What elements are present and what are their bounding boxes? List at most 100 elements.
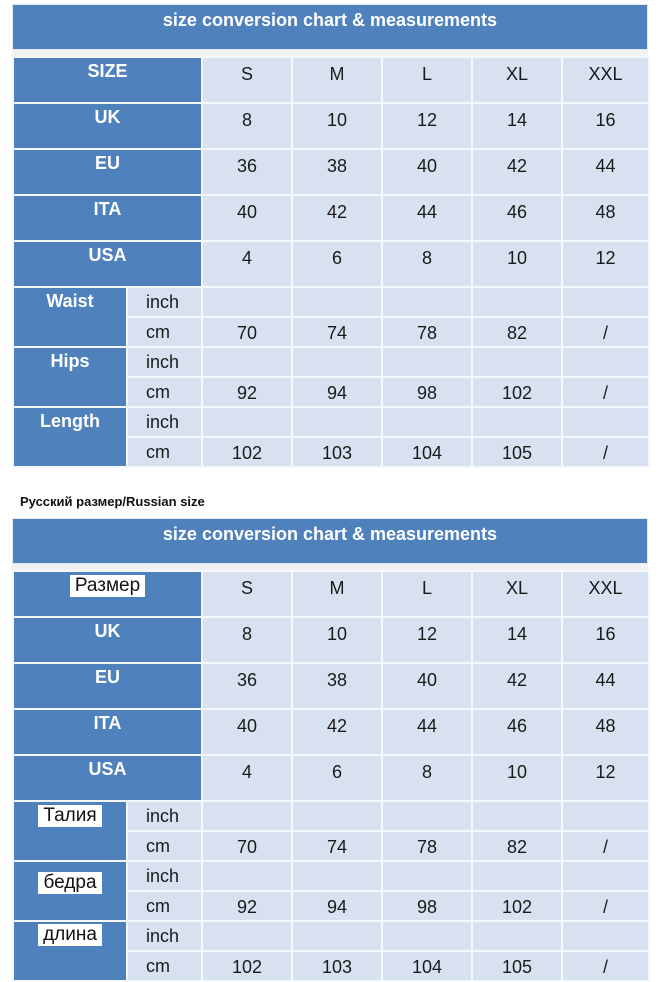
table-cell: 36 xyxy=(201,148,294,196)
table-cell: / xyxy=(561,436,651,468)
table-cell: 42 xyxy=(291,194,384,242)
table-cell: 38 xyxy=(291,148,384,196)
unit-label: cm xyxy=(126,890,203,922)
measure-label: Waist xyxy=(12,286,128,348)
table-cell: 82 xyxy=(471,316,564,348)
row-usa: USA 4 6 8 10 12 xyxy=(12,754,650,802)
row-usa: USA 4 6 8 10 12 xyxy=(11,240,651,288)
row-length-inch: Length inch xyxy=(12,406,651,468)
row-length-cm: cm 102 103 104 105 / xyxy=(13,436,651,468)
row-eu: EU 36 38 40 42 44 xyxy=(12,662,650,710)
table-cell xyxy=(201,346,294,378)
table-cell: 103 xyxy=(291,950,383,982)
table-cell: 40 xyxy=(201,194,294,242)
row-hips-inch: Hips inch xyxy=(12,346,651,408)
table-cell: 12 xyxy=(381,616,473,664)
table-cell xyxy=(381,286,474,318)
table-cell: / xyxy=(561,890,650,922)
table-cell: 44 xyxy=(381,708,473,756)
row-ita: ITA 40 42 44 46 48 xyxy=(12,708,650,756)
table-cell: 46 xyxy=(471,708,563,756)
table-cell xyxy=(381,346,474,378)
table-cell: / xyxy=(561,950,650,982)
row-label: UK xyxy=(12,616,203,664)
table-cell xyxy=(381,800,473,832)
table-cell: 92 xyxy=(201,890,293,922)
table-cell: 102 xyxy=(201,436,294,468)
table-cell: 104 xyxy=(381,436,474,468)
table-cell xyxy=(471,286,564,318)
table-cell: 42 xyxy=(471,662,563,710)
row-waist-cm: cm 70 74 78 82 / xyxy=(13,316,651,348)
table-cell: 74 xyxy=(291,830,383,862)
size-header-row: Размер S M L XL XXL xyxy=(12,570,650,618)
table-cell: 4 xyxy=(201,240,294,288)
row-uk: UK 8 10 12 14 16 xyxy=(12,616,650,664)
table-cell xyxy=(201,800,293,832)
measure-label: длина xyxy=(38,924,102,946)
table-cell: / xyxy=(561,830,650,862)
table-cell: 46 xyxy=(471,194,564,242)
unit-label: inch xyxy=(125,406,204,438)
unit-label: inch xyxy=(125,346,204,378)
table-cell: 105 xyxy=(471,950,563,982)
table-cell: 74 xyxy=(291,316,384,348)
size-chart-russian: size conversion chart & measurements Раз… xyxy=(12,518,650,982)
table-cell: 105 xyxy=(471,436,564,468)
size-l: L xyxy=(381,570,473,618)
table-cell: 14 xyxy=(471,616,563,664)
table-cell: 102 xyxy=(471,376,564,408)
row-label: ITA xyxy=(11,194,204,242)
table-cell: 92 xyxy=(201,376,294,408)
table-cell: 102 xyxy=(471,890,563,922)
size-table: SIZE S M L XL XXL UK 8 10 12 14 16 EU 36… xyxy=(11,56,651,468)
table-cell: 42 xyxy=(471,148,564,196)
row-waist-inch: Waist inch xyxy=(12,286,651,348)
row-label: EU xyxy=(11,148,204,196)
measure-label: Талия xyxy=(38,805,102,827)
table-cell: 8 xyxy=(381,754,473,802)
table-cell: 44 xyxy=(381,194,474,242)
table-cell xyxy=(471,860,563,892)
table-cell: 70 xyxy=(201,830,293,862)
table-cell: 42 xyxy=(291,708,383,756)
size-m: M xyxy=(291,56,384,104)
row-label: EU xyxy=(12,662,203,710)
table-cell: 40 xyxy=(381,148,474,196)
table-cell xyxy=(471,406,564,438)
size-label-cell: Размер xyxy=(12,570,203,618)
table-cell xyxy=(471,346,564,378)
unit-label: cm xyxy=(125,316,204,348)
chart-title: size conversion chart & measurements xyxy=(12,518,648,564)
table-cell: 14 xyxy=(471,102,564,150)
table-cell xyxy=(561,286,651,318)
size-xxl: XXL xyxy=(561,56,651,104)
table-cell xyxy=(291,406,384,438)
measure-label: бедра xyxy=(38,872,102,894)
table-cell: 16 xyxy=(561,102,651,150)
size-label: SIZE xyxy=(11,56,204,104)
table-cell: 48 xyxy=(561,194,651,242)
size-label: Размер xyxy=(69,575,146,597)
measure-label-cell: Талия xyxy=(12,800,128,862)
table-cell xyxy=(471,800,563,832)
row-hips-inch: бедра inch xyxy=(12,860,650,922)
row-waist-cm: cm 70 74 78 82 / xyxy=(13,830,650,862)
table-cell xyxy=(381,860,473,892)
measure-label-cell: длина xyxy=(12,920,128,982)
table-cell xyxy=(291,920,383,952)
row-label: UK xyxy=(11,102,204,150)
size-s: S xyxy=(201,570,293,618)
row-waist-inch: Талия inch xyxy=(12,800,650,862)
size-xl: XL xyxy=(471,570,563,618)
row-hips-cm: cm 92 94 98 102 / xyxy=(13,890,650,922)
size-chart-english: size conversion chart & measurements SIZ… xyxy=(11,4,651,468)
table-cell xyxy=(561,800,650,832)
table-cell: 8 xyxy=(201,102,294,150)
table-cell: 78 xyxy=(381,316,474,348)
divider xyxy=(12,50,648,56)
table-cell: 98 xyxy=(381,890,473,922)
table-cell: 8 xyxy=(201,616,293,664)
unit-label: inch xyxy=(126,920,203,952)
unit-label: inch xyxy=(126,800,203,832)
